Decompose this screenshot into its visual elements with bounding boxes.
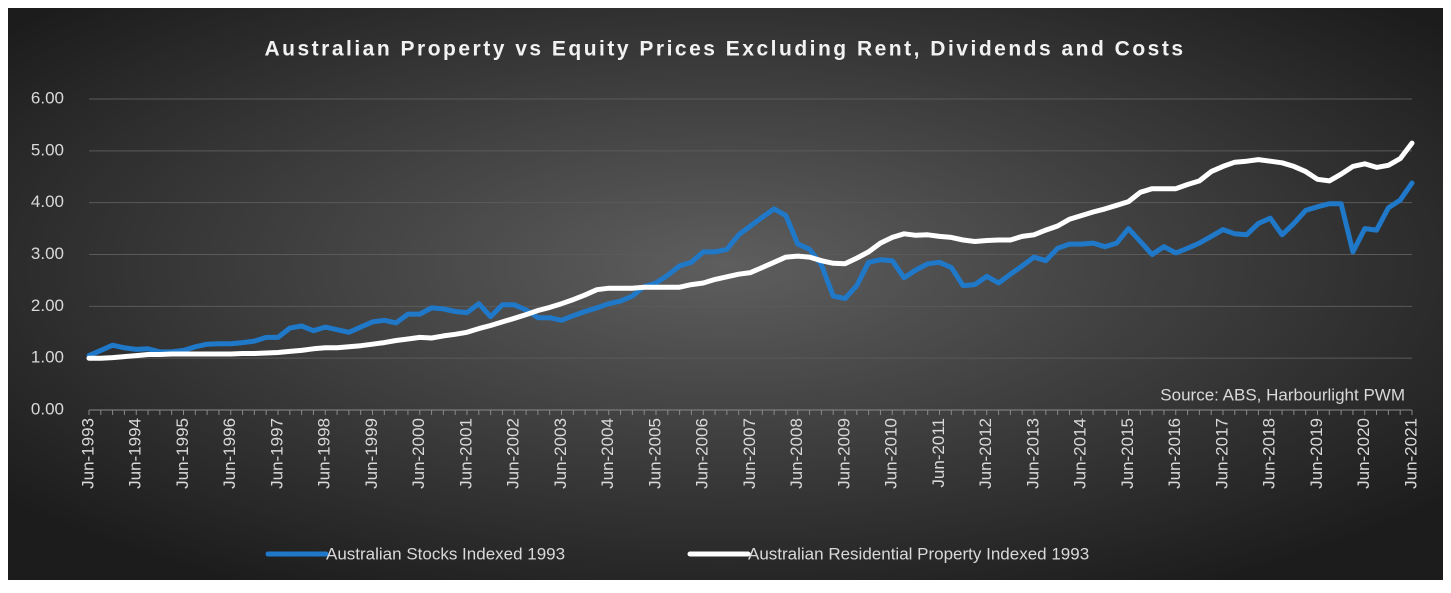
chart-background [8, 8, 1443, 580]
x-tick-label: Jun-2018 [1260, 418, 1279, 489]
y-tick-label: 3.00 [31, 244, 64, 263]
y-tick-label: 2.00 [31, 296, 64, 315]
x-tick-label: Jun-2017 [1212, 418, 1231, 489]
x-tick-label: Jun-2007 [740, 418, 759, 489]
x-tick-label: Jun-2005 [645, 418, 664, 489]
x-tick-label: Jun-1995 [173, 418, 192, 489]
x-tick-label: Jun-2001 [456, 418, 475, 489]
x-tick-label: Jun-2012 [976, 418, 995, 489]
legend-label: Australian Residential Property Indexed … [748, 544, 1089, 563]
y-tick-label: 4.00 [31, 192, 64, 211]
x-tick-label: Jun-2015 [1118, 418, 1137, 489]
x-tick-label: Jun-1998 [315, 418, 334, 489]
x-tick-label: Jun-2011 [929, 418, 948, 488]
x-tick-label: Jun-2004 [598, 418, 617, 489]
series-line [86, 180, 1415, 359]
y-tick-label: 6.00 [31, 88, 64, 107]
x-tick-label: Jun-2019 [1307, 418, 1326, 489]
x-tick-label: Jun-2021 [1401, 418, 1420, 489]
x-tick-label: Jun-1993 [78, 418, 97, 489]
x-tick-label: Jun-1997 [267, 418, 286, 489]
y-tick-label: 0.00 [31, 399, 64, 418]
x-tick-label: Jun-2010 [882, 418, 901, 489]
x-tick-label: Jun-2002 [504, 418, 523, 489]
x-tick-label: Jun-1999 [362, 418, 381, 489]
x-tick-label: Jun-2006 [693, 418, 712, 489]
y-tick-label: 1.00 [31, 348, 64, 367]
x-tick-label: Jun-2003 [551, 418, 570, 489]
annotation: Source: ABS, Harbourlight PWM [1160, 385, 1405, 404]
x-tick-label: Jun-2014 [1071, 418, 1090, 489]
x-tick-label: Jun-2009 [834, 418, 853, 489]
legend-label: Australian Stocks Indexed 1993 [326, 544, 565, 563]
series-line [86, 140, 1415, 361]
x-tick-label: Jun-1994 [126, 418, 145, 489]
chart-title: Australian Property vs Equity Prices Exc… [264, 38, 1185, 61]
x-tick-label: Jun-1996 [220, 418, 239, 489]
y-tick-label: 5.00 [31, 140, 64, 159]
x-tick-label: Jun-2016 [1165, 418, 1184, 489]
x-tick-label: Jun-2013 [1023, 418, 1042, 489]
x-tick-label: Jun-2020 [1354, 418, 1373, 489]
x-tick-label: Jun-2000 [409, 418, 428, 489]
x-tick-label: Jun-2008 [787, 418, 806, 489]
